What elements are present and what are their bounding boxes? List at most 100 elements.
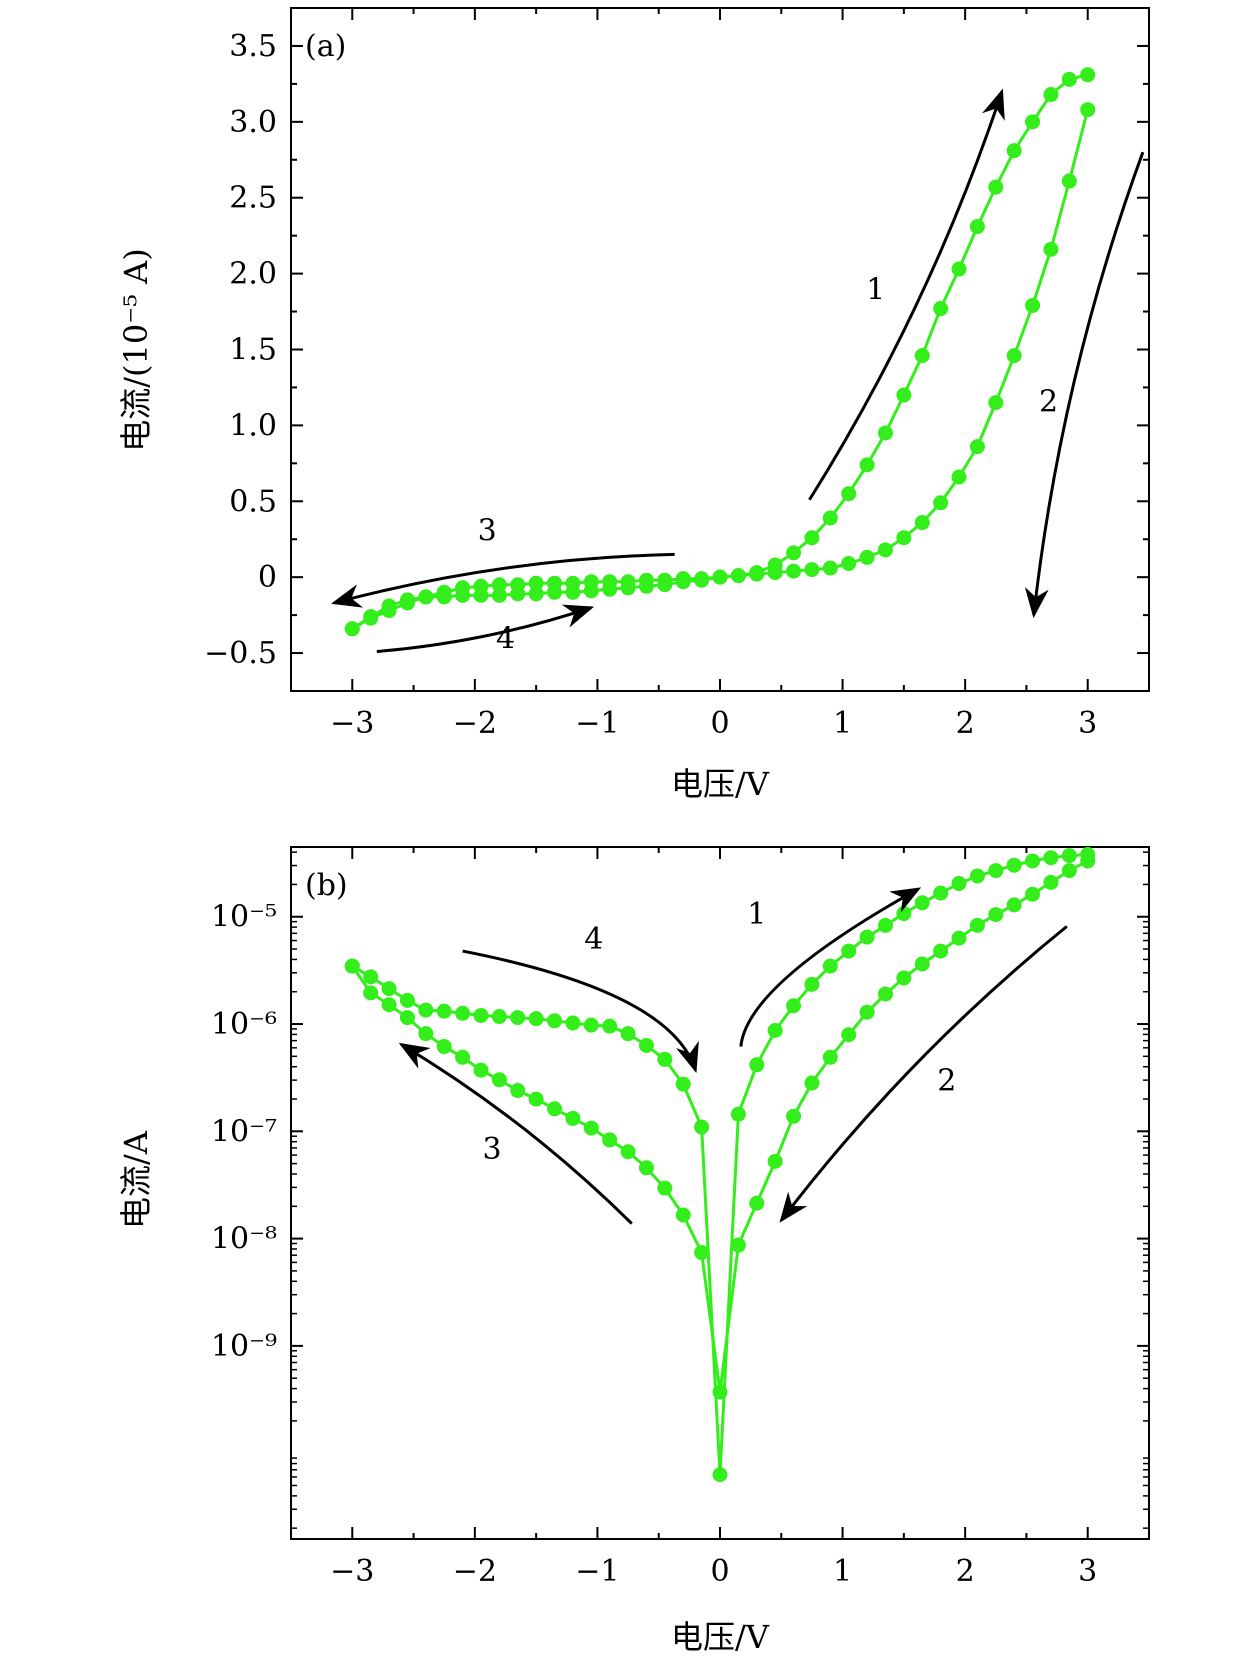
panel-b-label: (b) <box>305 868 348 903</box>
data-point <box>381 598 397 614</box>
x-tick-label: −2 <box>453 1554 497 1589</box>
data-point <box>491 1072 507 1088</box>
y-tick-label: 1.0 <box>229 408 277 443</box>
data-point <box>988 395 1004 411</box>
data-point <box>381 981 397 997</box>
data-point <box>1080 102 1096 118</box>
data-point <box>418 589 434 605</box>
data-point <box>491 587 507 603</box>
data-point <box>914 956 930 972</box>
data-point <box>657 1180 673 1196</box>
data-point <box>565 584 581 600</box>
data-point <box>841 486 857 502</box>
x-tick-label: 2 <box>956 706 975 741</box>
data-point <box>1006 897 1022 913</box>
data-point <box>602 1018 618 1034</box>
panel-a-chart: (a) 电压/V 电流/(10⁻⁵ A) −3 −2 −1 0 1 2 3 −0.5 0 0.5 1… <box>117 7 1150 803</box>
data-point <box>565 1110 581 1126</box>
y-tick-label: 3.0 <box>229 105 277 140</box>
data-point <box>657 577 673 593</box>
panel-a-plot-frame <box>290 7 1150 692</box>
data-point <box>914 348 930 364</box>
y-tick-label: 10⁻⁶ <box>211 1007 277 1042</box>
data-point <box>951 930 967 946</box>
data-point <box>988 863 1004 879</box>
y-tick-label: 0.5 <box>229 484 277 519</box>
data-point <box>1006 348 1022 364</box>
data-point <box>767 1153 783 1169</box>
data-point <box>1061 863 1077 879</box>
data-point <box>363 609 379 625</box>
data-point <box>804 562 820 578</box>
data-point <box>1061 848 1077 864</box>
direction-arrow-1 <box>739 887 922 1047</box>
direction-arrow-2 <box>779 925 1068 1223</box>
data-point <box>1080 853 1096 869</box>
data-point <box>877 542 893 558</box>
panel-b-plot-frame <box>290 846 1150 1540</box>
data-point <box>896 906 912 922</box>
data-point <box>675 574 691 590</box>
arrow-label-1: 1 <box>866 272 885 307</box>
data-point <box>951 469 967 485</box>
y-tick-label: 2.0 <box>229 257 277 292</box>
data-point <box>638 1037 654 1053</box>
data-point <box>638 578 654 594</box>
panel-a-label: (a) <box>305 29 346 64</box>
data-point <box>620 1144 636 1160</box>
data-point <box>730 568 746 584</box>
y-tick-label: 2.5 <box>229 181 277 216</box>
panel-a-annotations: 1 2 3 4 <box>478 272 1058 656</box>
data-point <box>822 510 838 526</box>
data-point <box>988 179 1004 195</box>
direction-arrow-4 <box>376 604 595 654</box>
arrow-label-4: 4 <box>496 622 515 657</box>
data-point <box>822 560 838 576</box>
arrow-label-1: 1 <box>747 897 766 932</box>
data-point <box>436 1039 452 1055</box>
data-point <box>473 1062 489 1078</box>
data-point <box>1061 71 1077 87</box>
data-point <box>749 1195 765 1211</box>
panel-b-points <box>344 847 1096 1483</box>
x-tick-label: −3 <box>330 706 374 741</box>
data-point <box>510 1010 526 1026</box>
data-point <box>749 566 765 582</box>
direction-arrow-2 <box>1024 151 1145 619</box>
arrow-label-2: 2 <box>937 1064 956 1099</box>
data-point <box>399 992 415 1008</box>
data-point <box>675 1076 691 1092</box>
data-point <box>969 439 985 455</box>
data-point <box>436 1003 452 1019</box>
data-point <box>583 583 599 599</box>
data-point <box>455 1049 471 1065</box>
direction-arrow-3 <box>398 1042 633 1225</box>
data-point <box>1043 241 1059 257</box>
data-point <box>1025 853 1041 869</box>
data-point <box>730 1237 746 1253</box>
direction-arrow-3 <box>331 552 675 608</box>
data-point <box>859 457 875 473</box>
data-point <box>951 875 967 891</box>
panel-a-x-axis-title: 电压/V <box>671 765 770 803</box>
data-point <box>418 1002 434 1018</box>
data-point <box>1006 857 1022 873</box>
data-point <box>473 587 489 603</box>
x-tick-label: 1 <box>833 1554 852 1589</box>
data-point <box>877 425 893 441</box>
data-point <box>933 943 949 959</box>
data-point <box>988 907 1004 923</box>
data-point <box>491 577 507 593</box>
data-point <box>877 917 893 933</box>
series-2-line <box>351 859 1089 1393</box>
data-point <box>675 1207 691 1223</box>
data-point <box>1043 87 1059 103</box>
panel-a-points <box>344 67 1096 637</box>
data-point <box>418 1026 434 1042</box>
data-point <box>547 1013 563 1029</box>
data-point <box>565 1015 581 1031</box>
panel-b-chart: (b) 电压/V 电流/A −3 −2 −1 0 1 2 3 10⁻⁹ 10⁻⁸ 10⁻⁷ 10⁻⁶… <box>117 846 1150 1656</box>
data-point <box>969 917 985 933</box>
direction-arrow-1 <box>808 88 1005 501</box>
